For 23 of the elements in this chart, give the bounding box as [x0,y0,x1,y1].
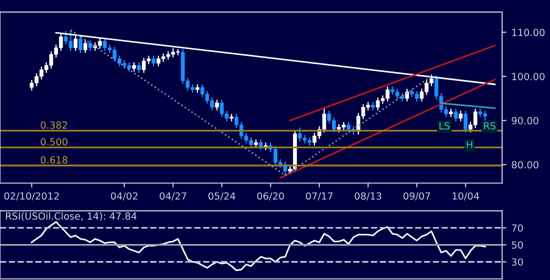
y-tick-label: 90.00 [512,116,538,124]
annotation: RS [484,122,496,130]
x-tick-label: 08/13 [354,192,382,200]
y-tick-label: 100.00 [512,72,545,80]
x-tick-label: 04/02 [110,192,138,200]
x-tick-label: 10/04 [452,192,480,200]
y-tick-label: 30 [512,258,523,266]
annotation: 0.382 [40,121,68,129]
annotation: LS [440,122,450,130]
y-tick-label: 70 [512,224,523,232]
annotation: 0.500 [40,138,68,146]
chart-title: RSI(USOil.Close, 14): 47.84 [6,212,137,221]
annotation: H [466,141,472,148]
x-tick-label: 05/24 [208,192,236,200]
y-tick-label: 50 [512,241,523,249]
x-tick-label: 07/17 [306,192,333,200]
x-tick-label: 06/20 [257,192,284,200]
x-tick-label: 02/10/2012 [4,192,59,200]
y-tick-label: 110.00 [512,28,545,36]
annotation: 0.618 [40,156,68,164]
x-tick-label: 04/27 [160,192,186,200]
y-tick-label: 80.00 [512,161,538,168]
x-tick-label: 09/07 [403,192,430,200]
